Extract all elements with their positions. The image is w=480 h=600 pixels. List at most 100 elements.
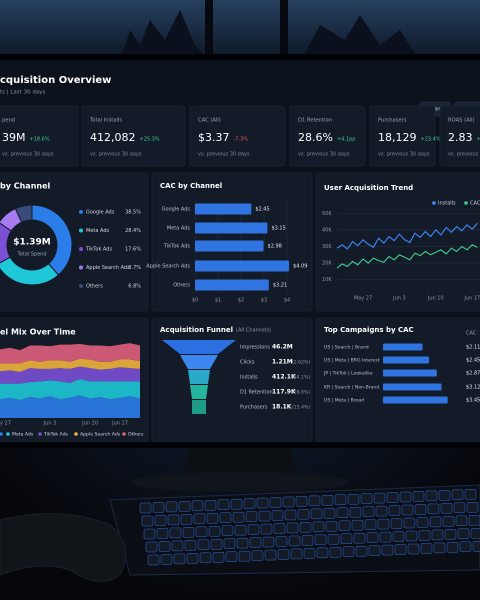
funnel-qualifier: (All Channels) (236, 328, 271, 334)
key (238, 550, 251, 562)
key (236, 537, 249, 549)
x-tick-label: Jun 10 (81, 421, 98, 427)
y-tick-label: 50K (322, 211, 332, 217)
category-label: US | Meta | BRG Interest (324, 358, 380, 364)
category-label: KR | Search | Non-Brand (324, 385, 379, 391)
key (310, 508, 323, 520)
key (455, 515, 468, 527)
window-frame (280, 0, 288, 62)
key (336, 507, 349, 518)
key (173, 553, 186, 565)
kpi-note: vs. previous 30 days (2, 152, 54, 158)
donut-slice (14, 204, 33, 223)
key (362, 506, 375, 517)
kpi-label: Total Installs (89, 118, 122, 124)
key (178, 501, 191, 512)
key (442, 516, 455, 527)
key (282, 496, 295, 508)
stage-value: 46.2M (272, 344, 293, 351)
key (288, 535, 301, 547)
stage-value: 117.9K (272, 389, 296, 396)
key (191, 500, 204, 512)
value-label: 28.4% (125, 228, 141, 234)
key (225, 551, 238, 562)
key (258, 510, 271, 522)
key (290, 548, 303, 560)
key (260, 523, 273, 535)
funnel-stage (188, 370, 210, 384)
chart-title: Top Campaigns by CAC (324, 326, 414, 334)
category-label: US | Search | Brand (324, 345, 369, 351)
key (453, 502, 466, 514)
value-label: $3.21 (273, 283, 287, 289)
legend-label: TikTok Ads (85, 247, 112, 253)
card (189, 105, 286, 167)
key (184, 540, 197, 551)
value-label: $2.87 (466, 371, 480, 377)
key (284, 509, 297, 521)
kpi-note: vs. previous 30 days (378, 152, 430, 158)
key (186, 553, 199, 564)
value-label: $3.45 (466, 398, 480, 404)
key (206, 513, 219, 524)
key (243, 498, 256, 509)
keys (139, 489, 480, 566)
card (439, 105, 480, 167)
key (217, 499, 230, 510)
legend-label: Meta Ads (86, 228, 110, 234)
key (143, 528, 156, 540)
value-label: 8.7% (128, 265, 141, 271)
legend-dot (6, 432, 10, 436)
legend-label: TikTok Ads (43, 432, 69, 438)
line (336, 222, 478, 250)
stage-rate: (15.4%) (292, 405, 310, 411)
key (323, 508, 336, 519)
key (210, 539, 223, 550)
key (262, 536, 275, 548)
key (295, 496, 308, 507)
kpi-label: CAC (All) (198, 118, 221, 124)
key (377, 518, 390, 530)
key (360, 493, 373, 504)
legend-dot (38, 432, 42, 436)
kpi-value: 18,129 (378, 131, 417, 144)
value-label: $3.12 (466, 385, 480, 391)
bar (195, 203, 252, 215)
key (195, 526, 208, 538)
key (418, 530, 431, 541)
key (414, 504, 427, 515)
kpi-label: Purchasers (378, 118, 407, 124)
key (167, 514, 180, 526)
kpi-delta: +1 (477, 137, 480, 143)
key (269, 497, 282, 508)
key (466, 502, 479, 513)
x-tick-label: Jun 17 (111, 421, 128, 427)
key (446, 542, 459, 553)
key (427, 503, 440, 515)
key (158, 541, 171, 552)
funnel-stage (192, 400, 206, 414)
key (401, 504, 414, 516)
bar (383, 396, 448, 404)
funnel-stage (180, 355, 218, 369)
key (312, 521, 325, 533)
kpi-value: 2.83 (448, 131, 473, 144)
kpi-delta: -7.3% (234, 137, 249, 143)
key (366, 532, 379, 543)
stage-label: Impressions (240, 345, 270, 351)
key (230, 498, 243, 510)
key (364, 519, 377, 530)
key (403, 517, 416, 529)
key (197, 539, 210, 551)
category-label: Google Ads (162, 207, 191, 213)
legend-dot (79, 228, 83, 233)
legend-label: Apple Search Ads (86, 265, 130, 271)
y-tick-label: 20K (322, 261, 332, 267)
key (152, 502, 165, 513)
key (444, 529, 457, 540)
key (468, 515, 480, 526)
key (245, 511, 258, 522)
donut-slice (0, 256, 60, 286)
key (373, 492, 386, 504)
stage-label: Installs (240, 375, 258, 381)
